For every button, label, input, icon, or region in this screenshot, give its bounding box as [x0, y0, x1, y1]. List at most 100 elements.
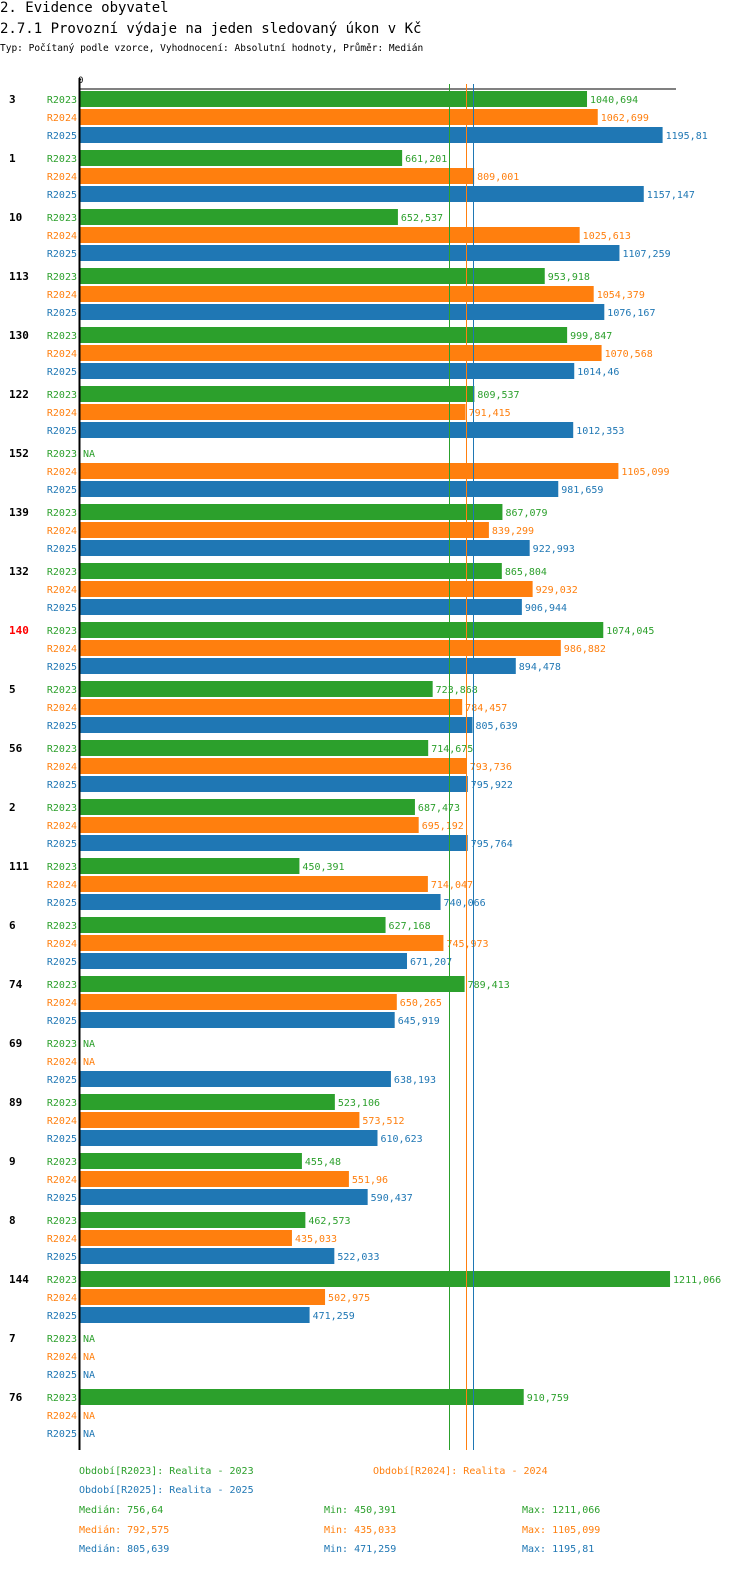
legend-period-r2024: Období[R2024]: Realita - 2024: [373, 1466, 548, 1477]
bar: [80, 953, 408, 969]
bar: [80, 327, 568, 343]
bar: [80, 976, 465, 992]
legend-max-r2024: Max: 1105,099: [522, 1525, 601, 1536]
series-row-label: R2025: [47, 308, 77, 319]
value-label: 795,764: [471, 839, 513, 850]
value-label: 1074,045: [606, 626, 654, 637]
value-label: 650,265: [400, 998, 442, 1009]
category-label: 10: [9, 211, 22, 224]
category-label: 130: [9, 329, 29, 342]
value-label: 805,639: [476, 721, 518, 732]
series-row-label: R2024: [47, 1175, 77, 1186]
bar: [80, 150, 403, 166]
bar: [80, 776, 468, 792]
series-row-label: R2023: [47, 1275, 77, 1286]
category-label: 5: [9, 683, 16, 696]
bar: [80, 345, 602, 361]
bar: [80, 286, 594, 302]
value-label: 471,259: [313, 1311, 355, 1322]
series-row-label: R2025: [47, 603, 77, 614]
value-label: 522,033: [337, 1252, 379, 1263]
legend-median-r2025: Medián: 805,639: [79, 1544, 170, 1555]
value-label: 1107,259: [622, 249, 670, 260]
value-label: 645,919: [398, 1016, 440, 1027]
bar: [80, 599, 522, 615]
value-label: 910,759: [527, 1393, 569, 1404]
bar: [80, 268, 545, 284]
series-row-label: R2023: [47, 744, 77, 755]
bar: [80, 245, 620, 261]
series-row-label: R2023: [47, 331, 77, 342]
bar: [80, 386, 475, 402]
bar: [80, 227, 580, 243]
series-row-label: R2024: [47, 349, 77, 360]
series-row-label: R2023: [47, 508, 77, 519]
series-row-label: R2024: [47, 1293, 77, 1304]
value-label: 929,032: [536, 585, 578, 596]
series-row-label: R2024: [47, 408, 77, 419]
bar: [80, 894, 441, 910]
bar: [80, 1389, 524, 1405]
na-label: NA: [83, 1039, 95, 1050]
legend-min-r2025: Min: 471,259: [324, 1544, 397, 1555]
series-row-label: R2023: [47, 154, 77, 165]
value-label: 551,96: [352, 1175, 388, 1186]
series-row-label: R2025: [47, 131, 77, 142]
value-label: 590,437: [371, 1193, 413, 1204]
bar: [80, 1071, 391, 1087]
bar: [80, 1130, 378, 1146]
series-row-label: R2023: [47, 685, 77, 696]
series-row-label: R2024: [47, 880, 77, 891]
series-row-label: R2023: [47, 1157, 77, 1168]
value-label: 1014,46: [577, 367, 619, 378]
series-row-label: R2024: [47, 703, 77, 714]
series-row-label: R2024: [47, 1057, 77, 1068]
na-label: NA: [83, 1334, 95, 1345]
bar: [80, 1248, 335, 1264]
bar: [80, 740, 429, 756]
bar: [80, 1094, 335, 1110]
series-row-label: R2025: [47, 1016, 77, 1027]
series-row-label: R2023: [47, 1098, 77, 1109]
section-heading: 2. Evidence obyvatel: [0, 0, 169, 16]
series-row-label: R2023: [47, 1039, 77, 1050]
category-label: 140: [9, 624, 29, 637]
value-label: 627,168: [389, 921, 431, 932]
series-row-label: R2023: [47, 1216, 77, 1227]
value-label: 1025,613: [583, 231, 631, 242]
legend-max-r2025: Max: 1195,81: [522, 1544, 595, 1555]
bar: [80, 422, 574, 438]
value-label: 723,868: [436, 685, 478, 696]
value-label: 867,079: [505, 508, 547, 519]
series-row-label: R2023: [47, 272, 77, 283]
series-row-label: R2024: [47, 939, 77, 950]
series-row-label: R2025: [47, 1075, 77, 1086]
series-row-label: R2024: [47, 1352, 77, 1363]
bar: [80, 758, 467, 774]
category-label: 7: [9, 1332, 16, 1345]
value-label: 986,882: [564, 644, 606, 655]
chart-subtitle: Typ: Počítaný podle vzorce, Vyhodnocení:…: [0, 43, 424, 54]
bar-chart: 0 3 R2023 1040,694 R2024 1062,699 R2025 1195,81…: [9, 76, 721, 1450]
series-row-label: R2025: [47, 957, 77, 968]
series-row-label: R2025: [47, 780, 77, 791]
series-row-label: R2025: [47, 426, 77, 437]
legend-min-r2023: Min: 450,391: [324, 1505, 397, 1516]
category-label: 69: [9, 1037, 22, 1050]
category-label: 9: [9, 1155, 16, 1168]
bar: [80, 109, 598, 125]
series-row-label: R2025: [47, 1134, 77, 1145]
bar: [80, 1153, 302, 1169]
category-label: 111: [9, 860, 29, 873]
series-row-label: R2023: [47, 390, 77, 401]
value-label: 1076,167: [607, 308, 655, 319]
value-label: 793,736: [470, 762, 512, 773]
bar: [80, 481, 559, 497]
bar: [80, 563, 502, 579]
bar: [80, 1289, 326, 1305]
bar: [80, 186, 644, 202]
bar: [80, 717, 473, 733]
series-row-label: R2023: [47, 449, 77, 460]
series-row-label: R2023: [47, 921, 77, 932]
value-label: 953,918: [548, 272, 590, 283]
